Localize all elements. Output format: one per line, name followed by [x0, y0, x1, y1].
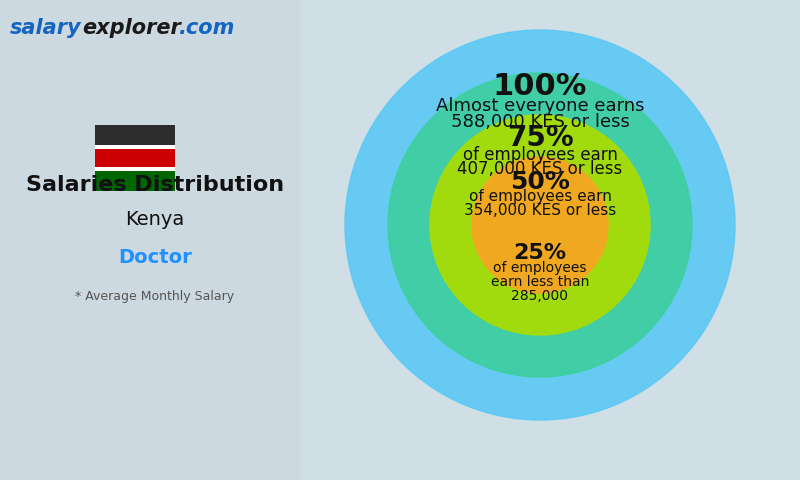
Bar	[95, 169, 175, 191]
Bar	[95, 147, 175, 169]
Text: 25%: 25%	[514, 243, 566, 263]
FancyBboxPatch shape	[300, 0, 800, 480]
Text: Almost everyone earns: Almost everyone earns	[436, 97, 644, 115]
Circle shape	[430, 115, 650, 335]
Text: of employees: of employees	[494, 261, 586, 275]
Text: Doctor: Doctor	[118, 248, 192, 267]
Text: earn less than: earn less than	[491, 275, 589, 289]
Text: of employees earn: of employees earn	[462, 146, 618, 164]
Text: 407,000 KES or less: 407,000 KES or less	[458, 160, 622, 178]
Circle shape	[388, 73, 692, 377]
Text: salary: salary	[10, 18, 82, 38]
Bar	[95, 125, 175, 147]
Text: 75%: 75%	[506, 124, 574, 152]
Text: 100%: 100%	[493, 72, 587, 101]
Text: 285,000: 285,000	[511, 289, 569, 303]
Bar	[95, 167, 175, 171]
Circle shape	[345, 30, 735, 420]
Text: 354,000 KES or less: 354,000 KES or less	[464, 204, 616, 218]
Text: 588,000 KES or less: 588,000 KES or less	[450, 113, 630, 131]
Text: explorer: explorer	[82, 18, 181, 38]
Text: .com: .com	[178, 18, 234, 38]
Text: Kenya: Kenya	[126, 210, 185, 229]
Text: 50%: 50%	[510, 170, 570, 194]
Text: of employees earn: of employees earn	[469, 189, 611, 204]
Circle shape	[472, 157, 608, 293]
Bar	[95, 145, 175, 149]
Text: Salaries Distribution: Salaries Distribution	[26, 175, 284, 195]
Text: * Average Monthly Salary: * Average Monthly Salary	[75, 290, 234, 303]
